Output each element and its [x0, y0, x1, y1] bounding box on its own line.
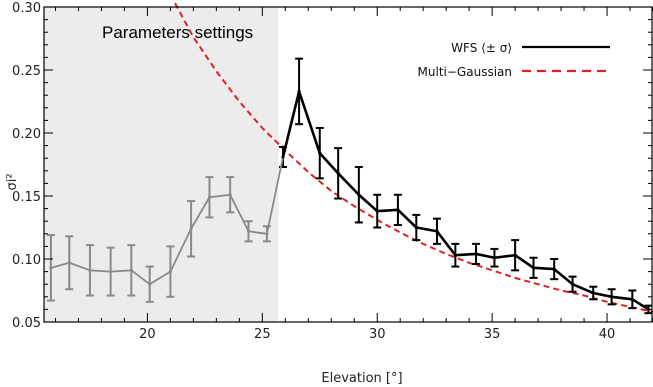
series-segment-wfs	[109, 269, 133, 273]
series-segment-wfs	[532, 266, 556, 271]
series-segment-wfs	[281, 90, 301, 159]
data-point-wfs	[148, 282, 152, 286]
series-segment-wfs	[357, 193, 379, 213]
data-point-wfs	[414, 225, 418, 230]
x-axis-title: Elevation [°]	[321, 371, 402, 386]
plot-frame	[43, 6, 653, 323]
series-segment-wfs	[513, 253, 535, 270]
y-tick-label: 0.05	[12, 316, 41, 331]
y-tick-label: 0.20	[12, 127, 41, 142]
data-point-wfs	[109, 270, 113, 274]
data-point-wfs	[610, 295, 614, 299]
series-segment-wfs	[148, 270, 172, 286]
series-segment-wfs	[375, 208, 400, 213]
data-point-wfs	[474, 252, 478, 256]
x-tick-label: 25	[254, 327, 271, 342]
series-segment-wfs	[266, 156, 284, 235]
data-point-wfs	[357, 193, 361, 197]
data-point-wfs	[591, 291, 595, 295]
data-point-wfs	[630, 297, 634, 301]
shaded-region	[44, 7, 279, 322]
data-point-wfs	[513, 253, 517, 257]
data-point-wfs	[453, 253, 457, 257]
series-segment-wfs	[396, 208, 418, 229]
series-segment-wfs	[610, 295, 634, 301]
data-point-wfs	[189, 227, 193, 231]
data-point-wfs	[570, 282, 575, 286]
series-line-multi-gaussian	[174, 2, 653, 313]
data-point-wfs	[281, 155, 285, 159]
x-tick-label: 35	[484, 327, 501, 342]
data-point-wfs	[375, 209, 379, 213]
series-segment-wfs	[208, 193, 232, 199]
data-point-wfs	[246, 229, 251, 233]
data-point-wfs	[552, 267, 556, 271]
series-segment-wfs	[474, 252, 496, 260]
data-point-wfs	[228, 193, 232, 197]
y-axis-title: σi²	[5, 173, 20, 190]
y-tick-label: 0.10	[12, 253, 41, 268]
series-segment-wfs	[49, 261, 71, 269]
data-point-wfs	[492, 256, 497, 260]
series-segment-wfs	[552, 267, 574, 286]
data-point-wfs	[49, 266, 53, 270]
series-segment-wfs	[414, 226, 439, 233]
series-segment-wfs	[493, 253, 517, 260]
x-tick-label: 30	[369, 327, 386, 342]
data-point-wfs	[168, 270, 172, 274]
series-segment-wfs	[68, 261, 91, 272]
data-point-wfs	[336, 171, 340, 175]
legend-label-multi-gaussian: Multi−Gaussian	[418, 65, 512, 79]
series-segment-wfs	[169, 227, 192, 273]
legend-label-wfs: WFS ⟨± σ⟩	[451, 41, 512, 55]
series-segment-wfs	[435, 229, 457, 257]
data-point-wfs	[207, 195, 212, 199]
series-segment-wfs	[591, 291, 613, 299]
x-tick-label: 40	[599, 327, 616, 342]
series-segment-wfs	[229, 193, 250, 233]
y-tick-label: 0.30	[12, 1, 41, 16]
data-point-wfs	[318, 151, 322, 155]
data-point-wfs	[531, 266, 536, 270]
data-point-wfs	[129, 268, 133, 272]
data-point-wfs	[67, 261, 71, 265]
series-segment-wfs	[247, 230, 268, 235]
series-segment-wfs	[454, 252, 478, 257]
series-segment-wfs	[336, 172, 361, 197]
series-segment-wfs	[89, 269, 112, 273]
y-tick-label: 0.15	[12, 190, 41, 205]
series-segment-wfs	[130, 269, 151, 286]
data-point-wfs	[265, 232, 269, 236]
y-tick-label: 0.25	[12, 64, 41, 79]
series-segment-wfs	[631, 298, 650, 311]
series-segment-wfs	[571, 282, 595, 295]
annotation-text: Parameters settings	[102, 23, 253, 42]
data-point-wfs	[297, 89, 301, 94]
series-segment-wfs	[318, 151, 340, 175]
series-segment-wfs	[190, 196, 211, 230]
series-segment-wfs	[297, 90, 322, 155]
data-point-wfs	[88, 268, 92, 272]
x-tick-label: 20	[139, 327, 156, 342]
data-point-wfs	[435, 229, 439, 233]
legend: WFS ⟨± σ⟩ Multi−Gaussian	[418, 41, 610, 79]
data-point-wfs	[396, 208, 400, 212]
